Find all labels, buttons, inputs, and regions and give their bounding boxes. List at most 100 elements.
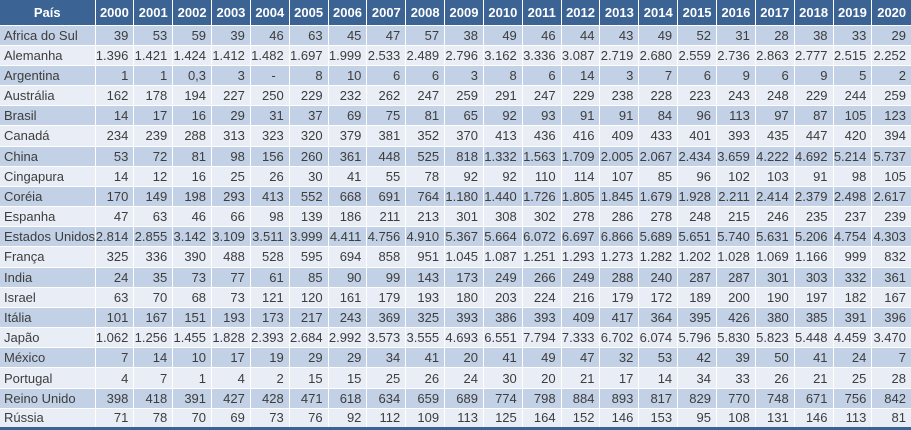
value-cell[interactable]: 25 (366, 367, 407, 389)
value-cell[interactable]: 756 (833, 387, 873, 409)
value-cell[interactable]: 7 (871, 347, 911, 368)
value-cell[interactable]: 4.756 (366, 226, 407, 247)
value-cell[interactable]: 57 (405, 24, 446, 46)
value-cell[interactable]: 694 (328, 246, 368, 268)
value-cell[interactable]: 46 (250, 24, 290, 46)
value-cell[interactable]: 105 (833, 105, 873, 126)
year-column-header-2008[interactable]: 2008 (405, 0, 446, 25)
value-cell[interactable]: 313 (211, 125, 251, 147)
value-cell[interactable]: 186 (328, 206, 368, 227)
value-cell[interactable]: 262 (366, 85, 407, 106)
value-cell[interactable]: 173 (444, 266, 484, 288)
value-cell[interactable]: 2.393 (250, 327, 290, 348)
value-cell[interactable]: 817 (638, 387, 679, 409)
value-cell[interactable]: 63 (133, 206, 174, 227)
value-cell[interactable]: 234 (95, 125, 135, 147)
value-cell[interactable]: 951 (405, 246, 446, 268)
value-cell[interactable]: 70 (172, 407, 213, 429)
year-column-header-2017[interactable]: 2017 (755, 0, 795, 25)
value-cell[interactable]: 691 (366, 185, 407, 207)
value-cell[interactable]: 247 (522, 85, 562, 106)
value-cell[interactable]: 24 (833, 347, 873, 368)
value-cell[interactable]: 6.551 (483, 327, 523, 348)
value-cell[interactable]: 95 (677, 407, 717, 429)
value-cell[interactable]: 447 (794, 125, 834, 147)
value-cell[interactable]: 131 (755, 407, 795, 429)
value-cell[interactable]: 46 (172, 206, 213, 227)
country-cell[interactable]: Israel (0, 286, 96, 308)
value-cell[interactable]: 3.142 (172, 226, 213, 247)
value-cell[interactable]: 416 (561, 125, 601, 147)
value-cell[interactable]: 6 (677, 64, 717, 86)
value-cell[interactable]: 393 (716, 125, 756, 147)
value-cell[interactable]: 97 (755, 105, 795, 126)
value-cell[interactable]: 189 (677, 286, 717, 308)
value-cell[interactable]: 379 (328, 125, 368, 147)
value-cell[interactable]: 71 (95, 407, 135, 429)
value-cell[interactable]: 5.823 (755, 327, 795, 348)
value-cell[interactable]: 7 (95, 347, 135, 368)
value-cell[interactable]: 6.072 (522, 226, 562, 247)
value-cell[interactable]: 634 (366, 387, 407, 409)
value-cell[interactable]: 418 (133, 387, 174, 409)
value-cell[interactable]: 528 (250, 246, 290, 268)
value-cell[interactable]: 203 (483, 286, 523, 308)
value-cell[interactable]: 92 (483, 105, 523, 126)
country-cell[interactable]: Espanha (0, 206, 96, 227)
value-cell[interactable]: 239 (871, 206, 911, 227)
value-cell[interactable]: 139 (289, 206, 329, 227)
value-cell[interactable]: 361 (871, 266, 911, 288)
value-cell[interactable]: 47 (561, 347, 601, 368)
value-cell[interactable]: 112 (366, 407, 407, 429)
value-cell[interactable]: 180 (444, 286, 484, 308)
value-cell[interactable]: 369 (366, 306, 407, 328)
value-cell[interactable]: 179 (599, 286, 640, 308)
value-cell[interactable]: 668 (328, 185, 368, 207)
value-cell[interactable]: 55 (366, 165, 407, 187)
value-cell[interactable]: 2.796 (444, 44, 484, 66)
value-cell[interactable]: 4.754 (833, 226, 873, 247)
value-cell[interactable]: 858 (366, 246, 407, 268)
value-cell[interactable]: 2 (250, 367, 290, 389)
value-cell[interactable]: 232 (328, 85, 368, 106)
year-column-header-2018[interactable]: 2018 (794, 0, 834, 25)
value-cell[interactable]: 197 (794, 286, 834, 308)
value-cell[interactable]: 1.440 (483, 185, 523, 207)
value-cell[interactable]: 102 (716, 165, 756, 187)
value-cell[interactable]: 5.448 (794, 327, 834, 348)
year-column-header-2010[interactable]: 2010 (483, 0, 523, 25)
value-cell[interactable]: 6 (522, 64, 562, 86)
value-cell[interactable]: 364 (638, 306, 679, 328)
value-cell[interactable]: 2.684 (289, 327, 329, 348)
value-cell[interactable]: 398 (95, 387, 135, 409)
value-cell[interactable]: 393 (522, 306, 562, 328)
value-cell[interactable]: 239 (133, 125, 174, 147)
value-cell[interactable]: 227 (211, 85, 251, 106)
value-cell[interactable]: 194 (172, 85, 213, 106)
value-cell[interactable]: 1.028 (716, 246, 756, 268)
value-cell[interactable]: 798 (522, 387, 562, 409)
value-cell[interactable]: 266 (522, 266, 562, 288)
value-cell[interactable]: 2.211 (716, 185, 756, 207)
value-cell[interactable]: 1.282 (638, 246, 679, 268)
value-cell[interactable]: 10 (328, 64, 368, 86)
value-cell[interactable]: 278 (561, 206, 601, 227)
value-cell[interactable]: 6 (366, 64, 407, 86)
country-cell[interactable]: Africa do Sul (0, 24, 96, 46)
country-cell[interactable]: Estados Unidos (0, 226, 96, 247)
value-cell[interactable]: 70 (133, 286, 174, 308)
value-cell[interactable]: 287 (677, 266, 717, 288)
value-cell[interactable]: 409 (599, 125, 640, 147)
value-cell[interactable]: 6.866 (599, 226, 640, 247)
value-cell[interactable]: 2.515 (833, 44, 873, 66)
value-cell[interactable]: 260 (289, 145, 329, 167)
value-cell[interactable]: 2.414 (755, 185, 795, 207)
value-cell[interactable]: 3.087 (561, 44, 601, 66)
value-cell[interactable]: 248 (755, 85, 795, 106)
value-cell[interactable]: 92 (483, 165, 523, 187)
value-cell[interactable]: 17 (211, 347, 251, 368)
country-cell[interactable]: Itália (0, 306, 96, 328)
value-cell[interactable]: 3 (599, 64, 640, 86)
value-cell[interactable]: 6.697 (561, 226, 601, 247)
value-cell[interactable]: 28 (755, 24, 795, 46)
